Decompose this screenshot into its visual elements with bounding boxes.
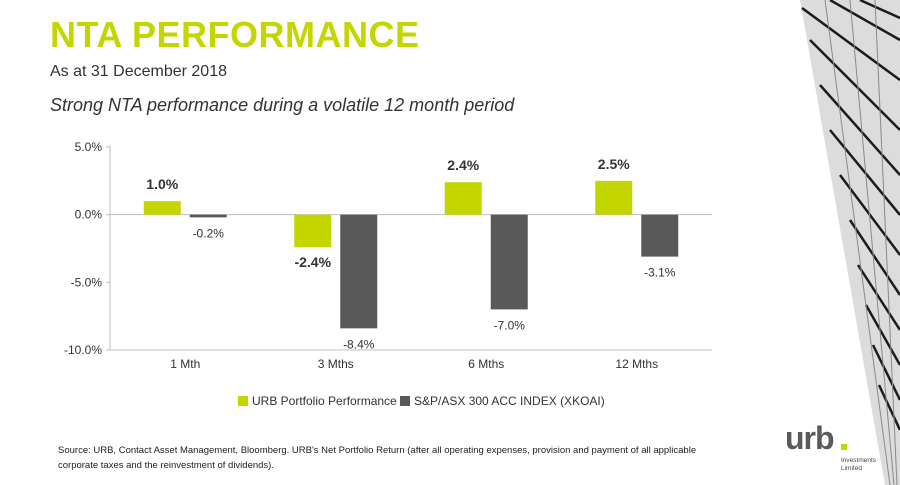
data-label: -7.0%: [494, 318, 526, 332]
data-label: -0.2%: [193, 226, 225, 240]
legend-swatch-index: [400, 396, 410, 406]
data-label: 2.5%: [598, 156, 630, 172]
building-graphic: [800, 0, 900, 485]
x-tick-label: 12 Mths: [615, 357, 658, 371]
data-label: -2.4%: [294, 254, 331, 270]
legend-swatch-urb: [238, 396, 248, 406]
x-tick-label: 3 Mths: [318, 357, 354, 371]
y-tick-label: 5.0%: [75, 140, 103, 154]
data-label: -3.1%: [644, 266, 676, 280]
data-label: 1.0%: [146, 176, 178, 192]
y-tick-label: -10.0%: [64, 343, 102, 357]
urb-bar: [294, 214, 332, 248]
index-bar: [340, 214, 378, 329]
data-label: -8.4%: [343, 337, 375, 351]
urb-bar: [444, 182, 482, 215]
index-bar: [641, 214, 679, 257]
data-label: 2.4%: [447, 157, 479, 173]
logo-subtext-line1: Investments: [841, 457, 877, 464]
y-tick-label: -5.0%: [71, 275, 103, 289]
y-tick-label: 0.0%: [75, 208, 103, 222]
building-mullions: [824, 0, 898, 485]
date-subtitle: As at 31 December 2018: [50, 63, 227, 80]
logo-subtext-line2: Limited: [841, 465, 862, 472]
legend-label: S&P/ASX 300 ACC INDEX (XKOAI): [414, 394, 605, 408]
index-bar: [490, 214, 528, 310]
slide-tagline: Strong NTA performance during a volatile…: [50, 95, 515, 115]
source-footnote: Source: URB, Contact Asset Management, B…: [58, 445, 697, 471]
building-facade: [800, 0, 900, 485]
urb-bar: [143, 201, 181, 215]
urb-bar: [595, 180, 633, 215]
logo-wordmark: urb: [785, 420, 835, 456]
x-tick-label: 1 Mth: [170, 357, 200, 371]
x-tick-label: 6 Mths: [468, 357, 504, 371]
index-bar: [189, 214, 227, 218]
logo-dot: [841, 444, 847, 450]
page-title: NTA PERFORMANCE: [50, 14, 420, 55]
legend-label: URB Portfolio Performance: [252, 394, 397, 408]
urb-logo: urb Investments Limited: [785, 420, 885, 475]
